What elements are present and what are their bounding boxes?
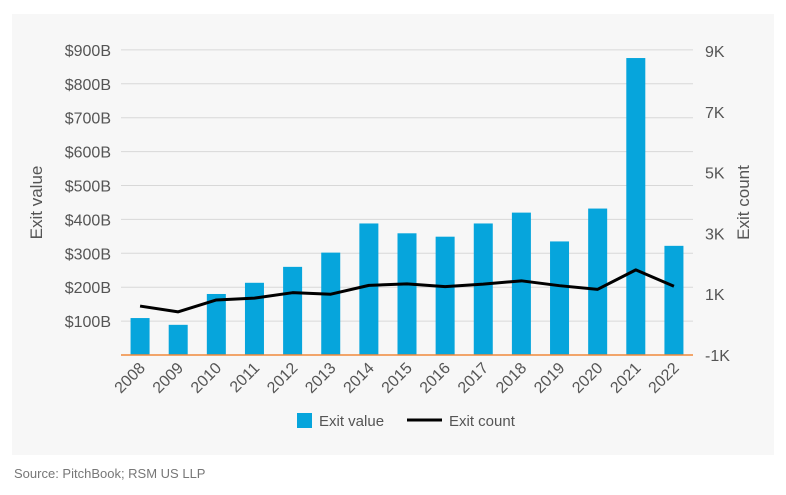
x-tick-label: 2018 [493, 360, 530, 397]
y2-axis-title: Exit count [734, 165, 753, 240]
bar-2014 [359, 223, 379, 355]
y2-tick-label: 1K [705, 287, 725, 304]
combo-chart: $100B $200B $300B $400B $500B $600B $700B $800B… [27, 43, 753, 430]
bar-2020 [588, 208, 608, 355]
y-tick-label: $800B [65, 77, 111, 94]
y2-tick-label: 7K [705, 105, 725, 122]
x-tick-label: 2011 [227, 360, 263, 396]
bar-2022 [664, 245, 684, 355]
bar-2011 [244, 282, 264, 355]
x-tick-label: 2019 [531, 360, 568, 397]
bar-2015 [397, 233, 417, 355]
x-tick-label: 2021 [607, 360, 644, 397]
y2-tick-label: 5K [705, 166, 725, 183]
bar-2013 [321, 252, 341, 355]
legend-label-exit-count: Exit count [449, 413, 516, 430]
y2-tick-label: 9K [705, 44, 725, 61]
y-tick-label: $400B [65, 212, 111, 229]
chart-panel: $100B $200B $300B $400B $500B $600B $700B $800B… [12, 14, 774, 455]
x-tick-label: 2013 [302, 360, 339, 397]
y-axis-title: Exit value [27, 166, 46, 240]
bar-2018 [511, 212, 531, 355]
bar-2008 [130, 318, 150, 355]
y-tick-label: $300B [65, 246, 111, 263]
y-tick-label: $100B [65, 314, 111, 331]
y-tick-label: $900B [65, 43, 111, 60]
bar-2012 [283, 266, 303, 355]
bar-2010 [206, 293, 226, 355]
y-tick-label: $500B [65, 179, 111, 196]
legend-label-exit-value: Exit value [319, 413, 384, 430]
x-tick-label: 2012 [264, 360, 301, 397]
x-tick-label: 2016 [417, 360, 454, 397]
x-tick-label: 2020 [569, 360, 606, 397]
y-tick-label: $700B [65, 111, 111, 128]
bar-2016 [435, 236, 455, 355]
x-tick-label: 2009 [150, 360, 187, 397]
bar-2021 [626, 58, 646, 355]
bar-2009 [168, 324, 188, 355]
x-tick-label: 2022 [646, 360, 683, 397]
x-tick-label: 2010 [188, 360, 225, 397]
x-tick-label: 2014 [341, 360, 378, 397]
x-tick-label: 2017 [455, 360, 492, 397]
y2-tick-label: -1K [705, 348, 730, 365]
bar-2019 [550, 241, 570, 355]
x-tick-label: 2015 [379, 360, 416, 397]
x-tick-label: 2008 [112, 360, 149, 397]
bar-2017 [473, 223, 493, 355]
y-tick-label: $600B [65, 145, 111, 162]
legend-swatch-exit-value [297, 413, 312, 428]
y2-tick-label: 3K [705, 226, 725, 243]
source-note: Source: PitchBook; RSM US LLP [14, 466, 206, 481]
y-tick-label: $200B [65, 280, 111, 297]
